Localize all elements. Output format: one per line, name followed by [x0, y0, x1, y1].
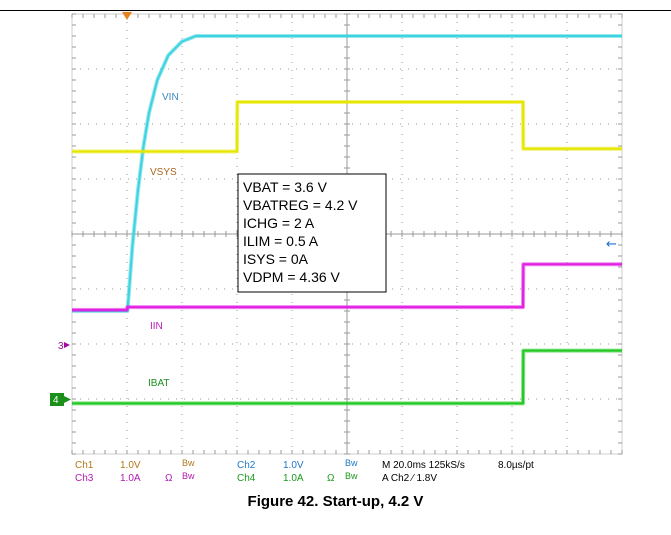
trigger-position-marker [122, 12, 132, 20]
channel-3-marker: 3 [58, 341, 70, 352]
annotation-line: VBATREG = 4.2 V [243, 197, 358, 213]
traces [72, 34, 622, 406]
annotation-line: VBAT = 3.6 V [243, 179, 328, 195]
trace-ibat [72, 349, 622, 405]
ch1-label: Ch1 [75, 460, 94, 471]
label-ibat: IBAT [148, 378, 169, 389]
trigger-level-arrow: ← [606, 237, 617, 252]
ch3-omega: Ω [165, 473, 173, 484]
ch2-scale: 1.0V [283, 460, 304, 471]
annotation-line: ILIM = 0.5 A [243, 233, 319, 249]
ch1-scale: 1.0V [120, 460, 141, 471]
channel-4-marker: 4 [50, 393, 71, 406]
annotation-line: ICHG = 2 A [243, 215, 315, 231]
annotation-line: VDPM = 4.36 V [243, 269, 341, 285]
channel-3-marker-label: 3 [58, 341, 64, 352]
scope-status-bar: Ch1 1.0V Bw Ch2 1.0V Bw M 20.0ms 125kS/s… [75, 458, 534, 484]
ch4-bw: Bw [345, 471, 358, 481]
channel-4-marker-box [50, 393, 64, 406]
annotation-box: VBAT = 3.6 V VBATREG = 4.2 V ICHG = 2 A … [237, 173, 387, 293]
top-rule [0, 10, 671, 11]
label-iin: IIN [150, 321, 163, 332]
trigger-setting: A Ch2 ⁄ 1.8V [382, 473, 437, 484]
ch3-scale: 1.0A [120, 473, 141, 484]
oscilloscope-plot: VIN VSYS IIN IBAT VBAT = 3.6 V VBATREG =… [50, 12, 623, 484]
channel-4-arrow-icon [64, 396, 71, 403]
ch1-bw: Bw [182, 458, 195, 468]
ch4-scale: 1.0A [283, 473, 304, 484]
figure-caption: Figure 42. Start-up, 4.2 V [247, 493, 424, 510]
channel-4-marker-label: 4 [53, 395, 59, 406]
ch4-label: Ch4 [237, 473, 256, 484]
trace-vsys [72, 101, 622, 153]
annotation-line: ISYS = 0A [243, 251, 309, 267]
trace-labels: VIN VSYS IIN IBAT [148, 92, 179, 389]
resolution: 8.0µs/pt [498, 460, 534, 471]
timebase: M 20.0ms 125kS/s [382, 460, 465, 471]
ch2-label: Ch2 [237, 460, 256, 471]
ch2-bw: Bw [345, 458, 358, 468]
trace-iin [72, 263, 622, 311]
ch4-omega: Ω [327, 473, 335, 484]
channel-3-arrow-icon [64, 342, 70, 348]
ch3-bw: Bw [182, 471, 195, 481]
label-vin: VIN [162, 92, 179, 103]
label-vsys: VSYS [150, 167, 177, 178]
ch3-label: Ch3 [75, 473, 94, 484]
